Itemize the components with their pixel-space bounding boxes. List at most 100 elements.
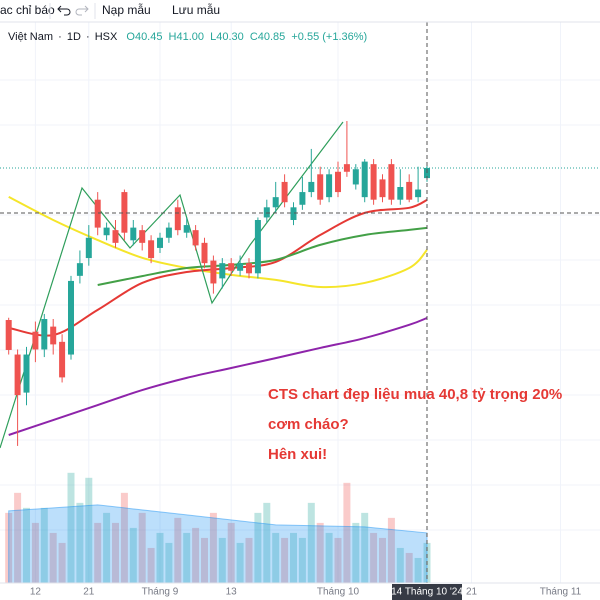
- candle-body: [68, 280, 74, 355]
- x-tick-label: 21: [466, 587, 478, 598]
- volume-bar: [147, 547, 155, 583]
- volume-bar: [325, 532, 333, 583]
- candle-body: [246, 263, 252, 274]
- x-tick-label: 12: [30, 587, 42, 598]
- candle-body: [94, 199, 101, 228]
- redo-icon[interactable]: [75, 5, 89, 16]
- candle-body: [326, 174, 333, 198]
- legend-exchange: HSX: [95, 31, 118, 43]
- volume-bar: [218, 537, 226, 583]
- volume-bar: [387, 517, 395, 583]
- volume-bar: [31, 522, 39, 583]
- candle-body: [5, 320, 12, 350]
- volume-bar: [209, 512, 217, 583]
- volume-average-area: [8, 504, 428, 584]
- volume-bar: [307, 502, 315, 583]
- legend-low: L40.30: [210, 31, 244, 43]
- undo-icon[interactable]: [57, 5, 71, 16]
- volume-pane: [5, 472, 431, 584]
- candle-body: [415, 189, 422, 198]
- annotation: CTS chart đẹp liệu mua 40,8 tỷ trọng 20%…: [268, 386, 562, 463]
- x-tick-label: Tháng 9: [142, 587, 179, 598]
- legend: Việt Nam · 1D · HSX O40.45 H41.00 L40.30…: [8, 31, 367, 43]
- candle-body: [76, 263, 83, 276]
- candle-body: [272, 197, 279, 208]
- volume-bar: [414, 557, 422, 583]
- volume-bar: [120, 492, 128, 583]
- candle-body: [281, 181, 288, 203]
- volume-bar: [76, 502, 84, 583]
- volume-bar: [236, 542, 244, 583]
- candle-body: [263, 207, 270, 218]
- volume-bar: [316, 522, 324, 583]
- volume-bar: [165, 542, 173, 583]
- candle-body: [23, 354, 30, 393]
- volume-bar: [201, 537, 208, 583]
- toolbar-item[interactable]: ac chỉ báo: [0, 3, 55, 17]
- volume-bar: [227, 522, 235, 583]
- volume-bar: [112, 522, 119, 583]
- volume-bar: [263, 502, 271, 583]
- legend-interval: 1D: [67, 31, 81, 43]
- volume-bar: [272, 532, 280, 583]
- volume-bar: [298, 537, 306, 583]
- candle-body: [112, 230, 119, 243]
- x-axis-labels: 12 21 Tháng 9 13 Tháng 10 14 Tháng 10 '24 21 Th…: [30, 584, 582, 600]
- volume-bar: [94, 522, 102, 583]
- toolbar-item[interactable]: Lưu mẫu: [172, 2, 220, 17]
- moving-average-line: [8, 317, 428, 436]
- volume-bar: [361, 512, 369, 583]
- candle-body: [183, 225, 190, 233]
- volume-bar: [334, 537, 342, 583]
- volume-bar: [40, 507, 48, 583]
- crosshair-date-label: 14 Tháng 10 '24: [391, 587, 463, 598]
- candle-body: [130, 227, 137, 241]
- candle-body: [379, 179, 386, 198]
- volume-bar: [281, 537, 289, 583]
- candle-body: [192, 230, 199, 246]
- candle-body: [424, 167, 430, 179]
- volume-bar: [254, 512, 262, 583]
- crosshair-date-box: [392, 584, 462, 600]
- legend-close: C40.85: [250, 31, 285, 43]
- volume-bar: [290, 532, 297, 583]
- annotation-text: cơm cháo?: [268, 416, 349, 433]
- volume-bar: [379, 537, 386, 583]
- candle-body: [85, 237, 92, 259]
- toolbar-item[interactable]: Nạp mẫu: [102, 2, 151, 17]
- legend-high: H41.00: [169, 31, 204, 43]
- volume-bar: [370, 532, 378, 583]
- candle-body: [352, 169, 359, 185]
- candle-body: [397, 187, 404, 200]
- volume-bar: [138, 512, 146, 583]
- x-tick-label: Tháng 11: [540, 587, 582, 598]
- x-tick-label: 21: [83, 587, 95, 598]
- candles: [0, 121, 600, 446]
- candle-body: [254, 220, 261, 274]
- candle-body: [50, 326, 57, 345]
- volume-bar: [85, 477, 93, 583]
- candle-body: [406, 181, 413, 200]
- volume-bar: [23, 507, 30, 583]
- candle-body: [308, 181, 315, 193]
- candle-body: [210, 260, 217, 284]
- candle-body: [201, 242, 208, 264]
- volume-bar: [174, 517, 182, 583]
- volume-bar: [245, 537, 253, 583]
- volume-bar: [343, 482, 351, 583]
- volume-bar: [183, 532, 191, 583]
- x-tick-label: 13: [226, 587, 238, 598]
- volume-bar: [49, 532, 57, 583]
- volume-bar: [129, 527, 137, 583]
- candle-body: [174, 207, 181, 231]
- legend-separator: ·: [86, 31, 90, 43]
- volume-bar: [103, 512, 111, 583]
- candle-body: [237, 263, 244, 271]
- toolbar: [0, 0, 600, 22]
- volume-bar: [67, 472, 75, 583]
- volume-bar: [405, 552, 413, 583]
- candle-body: [228, 263, 235, 271]
